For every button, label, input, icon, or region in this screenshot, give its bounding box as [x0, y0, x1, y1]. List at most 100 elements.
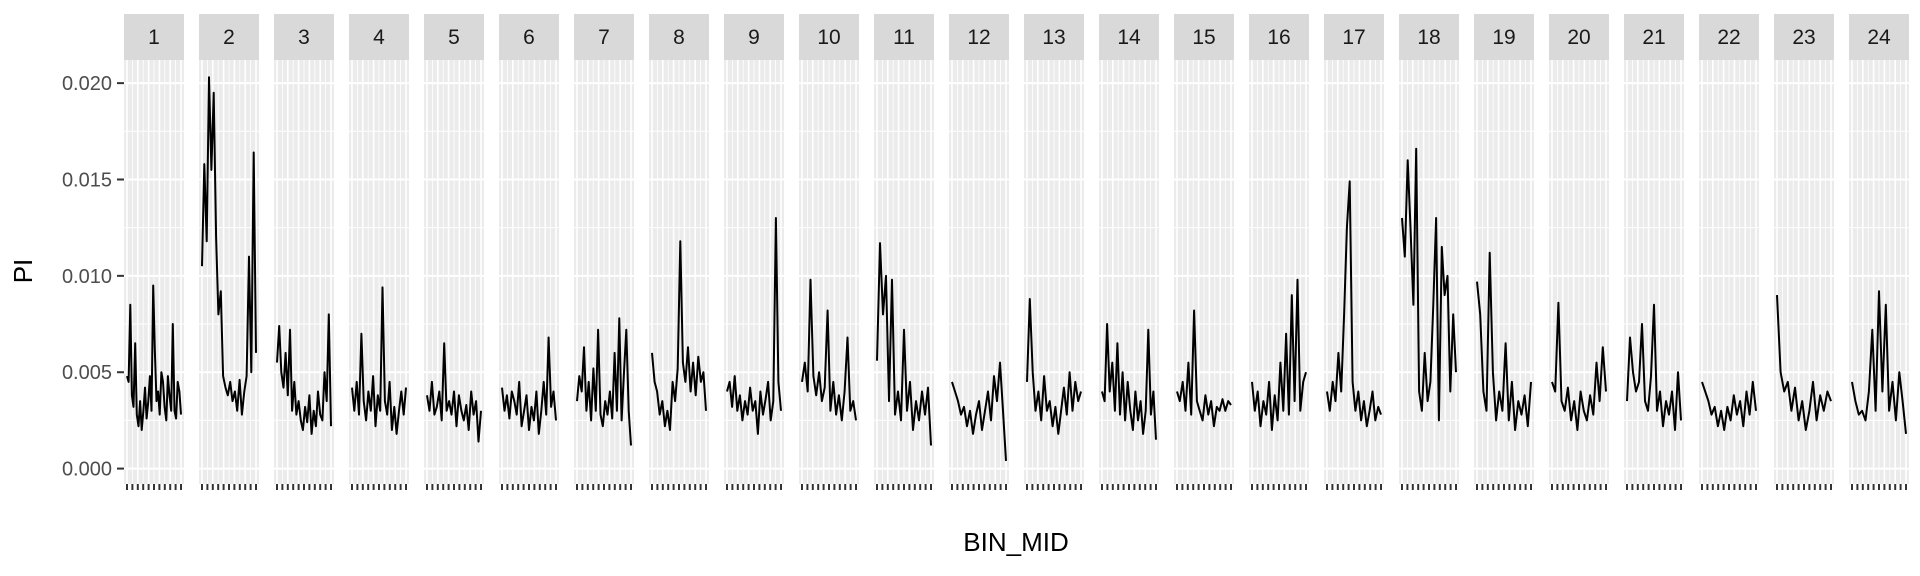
series-line — [1776, 295, 1832, 431]
y-tick-label: 0.015 — [62, 169, 112, 191]
series-line — [1701, 380, 1757, 431]
facet-strip-label: 9 — [748, 26, 760, 49]
facet-strip — [874, 14, 934, 60]
series-line — [1851, 290, 1907, 435]
facet-strip — [1399, 14, 1459, 60]
facet-15: 15 — [1174, 14, 1234, 484]
facet-11: 11 — [874, 14, 934, 484]
x-axis-title: BIN_MID — [963, 527, 1068, 557]
series-line — [1101, 323, 1157, 440]
facet-strip-label: 24 — [1867, 26, 1891, 49]
series-line — [726, 217, 782, 435]
facet-strip — [1174, 14, 1234, 60]
y-tick-label: 0.000 — [62, 459, 112, 481]
facet-strip — [724, 14, 784, 60]
facet-strip-label: 18 — [1417, 26, 1440, 49]
facet-strip — [1774, 14, 1834, 60]
facet-12: 12 — [949, 14, 1009, 484]
facet-strip-label: 4 — [373, 26, 385, 49]
facet-strip — [1099, 14, 1159, 60]
facet-2: 2 — [199, 14, 259, 484]
facet-strip — [424, 14, 484, 60]
series-line — [1476, 251, 1532, 431]
facet-strip-label: 12 — [967, 26, 990, 49]
facet-13: 13 — [1024, 14, 1084, 484]
facet-strip — [574, 14, 634, 60]
x-axis — [126, 484, 1907, 490]
facet-18: 18 — [1399, 14, 1459, 484]
facet-strip-label: 2 — [223, 26, 235, 49]
facet-17: 17 — [1324, 14, 1384, 484]
facet-strip-label: 16 — [1267, 26, 1290, 49]
facet-strip-label: 10 — [817, 26, 840, 49]
series-line — [1551, 301, 1607, 431]
facet-14: 14 — [1099, 14, 1159, 484]
facet-strip — [274, 14, 334, 60]
facet-strip-label: 19 — [1492, 26, 1515, 49]
facet-strip-label: 13 — [1042, 26, 1065, 49]
series-line — [1626, 303, 1682, 431]
facet-strip-label: 7 — [598, 26, 610, 49]
facet-23: 23 — [1774, 14, 1834, 484]
series-line — [126, 284, 182, 431]
series-line — [1326, 180, 1382, 428]
facet-strip-label: 14 — [1117, 26, 1141, 49]
facet-strip — [1474, 14, 1534, 60]
series-line — [1401, 147, 1457, 422]
y-tick-label: 0.005 — [62, 362, 112, 384]
facet-4: 4 — [349, 14, 409, 484]
facet-16: 16 — [1249, 14, 1309, 484]
facet-1: 1 — [124, 14, 184, 484]
series-line — [501, 336, 557, 435]
facet-strip — [499, 14, 559, 60]
facet-strip-label: 5 — [448, 26, 460, 49]
facet-21: 21 — [1624, 14, 1684, 484]
facet-panels: 1 2 3 4 5 6 7 8 9 10 11 12 13 14 15 16 17 18 19 20 21 22 23 24 — [124, 14, 1909, 484]
facet-strip-label: 1 — [148, 26, 160, 49]
y-tick-label: 0.010 — [62, 266, 112, 288]
facet-strip-label: 8 — [673, 26, 685, 49]
facet-strip-label: 23 — [1792, 26, 1815, 49]
facet-strip — [349, 14, 409, 60]
series-line — [201, 76, 257, 416]
series-line — [426, 342, 482, 443]
series-line — [651, 240, 707, 431]
facet-strip-label: 17 — [1342, 26, 1365, 49]
series-line — [276, 313, 332, 435]
series-line — [351, 286, 407, 435]
facet-strip — [199, 14, 259, 60]
series-line — [1251, 278, 1307, 431]
facet-strip-label: 15 — [1192, 26, 1215, 49]
facet-strip — [1699, 14, 1759, 60]
y-axis: 0.000 0.005 0.010 0.015 0.020 — [62, 73, 124, 481]
facet-6: 6 — [499, 14, 559, 484]
series-line — [801, 278, 857, 422]
facet-strip — [949, 14, 1009, 60]
y-axis-title: PI — [8, 259, 38, 284]
facet-strip — [1624, 14, 1684, 60]
facet-24: 24 — [1849, 14, 1909, 484]
facet-20: 20 — [1549, 14, 1609, 484]
facet-5: 5 — [424, 14, 484, 484]
facet-19: 19 — [1474, 14, 1534, 484]
facet-7: 7 — [574, 14, 634, 484]
facet-10: 10 — [799, 14, 859, 484]
facet-strip — [1849, 14, 1909, 60]
facet-strip-label: 21 — [1642, 26, 1665, 49]
facet-strip-label: 20 — [1567, 26, 1590, 49]
series-line — [576, 317, 632, 446]
facet-strip — [1549, 14, 1609, 60]
series-line — [876, 242, 932, 446]
facet-strip — [649, 14, 709, 60]
facet-3: 3 — [274, 14, 334, 484]
facet-9: 9 — [724, 14, 784, 484]
series-line — [951, 361, 1007, 461]
y-tick-label: 0.020 — [62, 73, 112, 95]
series-line — [1026, 298, 1082, 435]
facet-strip — [1324, 14, 1384, 60]
facet-strip — [799, 14, 859, 60]
facet-strip-label: 11 — [893, 26, 915, 49]
facet-strip — [124, 14, 184, 60]
facet-8: 8 — [649, 14, 709, 484]
